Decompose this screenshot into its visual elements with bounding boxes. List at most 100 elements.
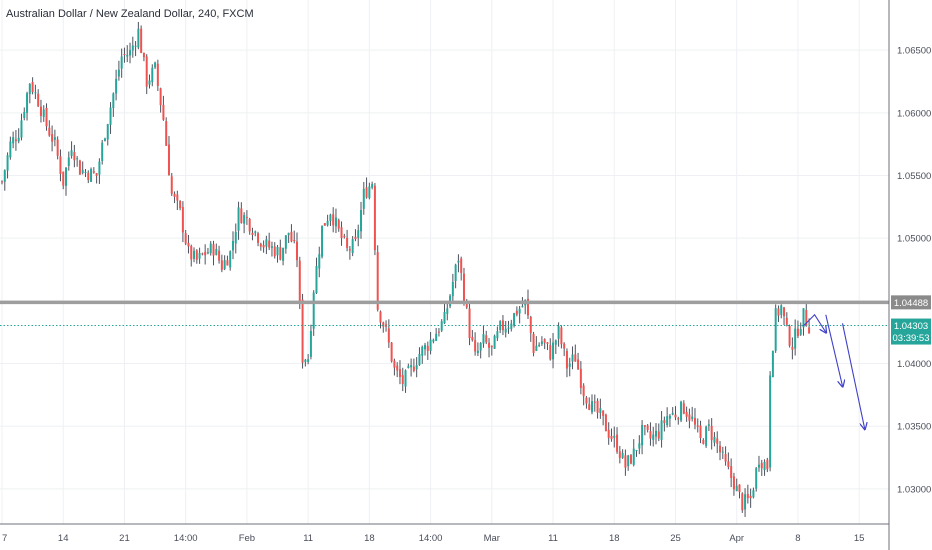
candle-down: [674, 414, 677, 418]
candle-down: [396, 365, 399, 371]
candle-up: [482, 334, 485, 344]
candle-down: [337, 219, 340, 229]
candle-down: [460, 258, 463, 273]
candle-up: [84, 171, 87, 173]
candle-down: [616, 434, 619, 452]
candle-down: [301, 299, 304, 363]
candle-up: [276, 246, 279, 256]
candle-down: [730, 466, 733, 478]
candle-down: [248, 219, 251, 232]
candle-down: [48, 127, 51, 136]
candle-up: [638, 443, 641, 449]
candle-up: [435, 333, 438, 341]
candle-down: [693, 417, 696, 425]
candle-up: [28, 83, 31, 95]
candle-down: [490, 345, 493, 348]
candle-down: [390, 342, 393, 362]
candle-up: [90, 169, 93, 182]
candle-down: [295, 241, 299, 261]
candle-up: [744, 494, 747, 510]
candle-down: [218, 250, 221, 261]
candle-up: [287, 232, 290, 236]
candle-down: [468, 308, 471, 339]
candle-up: [660, 420, 663, 440]
candle-up: [101, 142, 104, 161]
candle-down: [588, 404, 591, 410]
candle-up: [351, 239, 354, 253]
candle-up: [627, 455, 630, 467]
candle-down: [343, 236, 346, 238]
candle-up: [12, 137, 15, 144]
candle-down: [560, 327, 563, 345]
candle-up: [454, 264, 457, 281]
candle-down: [577, 359, 580, 370]
candle-down: [240, 208, 243, 224]
candle-up: [735, 485, 738, 492]
candle-up: [81, 169, 84, 173]
candle-up: [769, 375, 772, 468]
line-layer: [0, 300, 889, 327]
candle-down: [245, 216, 248, 218]
candle-down: [471, 336, 474, 341]
candle-down: [332, 214, 335, 226]
candle-up: [362, 188, 365, 209]
y-tick-label: 1.05500: [897, 171, 931, 182]
candle-layer: [0, 21, 811, 517]
candle-up: [117, 69, 120, 77]
candle-down: [808, 327, 811, 334]
candle-down: [273, 246, 276, 257]
candle-up: [513, 313, 516, 326]
candle-up: [120, 56, 123, 69]
candle-down: [59, 156, 62, 174]
candle-up: [540, 341, 543, 345]
candle-up: [282, 247, 285, 261]
candle-down: [593, 401, 596, 403]
candle-up: [20, 120, 23, 138]
candle-up: [691, 416, 694, 419]
candle-down: [220, 260, 223, 270]
candle-up: [507, 327, 510, 329]
candle-up: [504, 328, 507, 333]
candle-down: [610, 435, 613, 440]
candle-down: [14, 139, 17, 142]
candle-down: [426, 345, 429, 351]
candle-down: [201, 253, 204, 255]
candle-down: [677, 418, 680, 420]
candle-up: [234, 231, 237, 244]
candle-down: [187, 242, 190, 247]
candle-down: [699, 425, 702, 439]
candle-down: [716, 438, 719, 444]
candle-down: [629, 455, 632, 464]
candle-up: [206, 252, 209, 254]
candle-down: [696, 425, 699, 427]
x-tick-label: 11: [303, 533, 313, 544]
candle-up: [432, 339, 435, 342]
candle-up: [270, 246, 273, 248]
candle-down: [607, 429, 610, 438]
candle-up: [763, 461, 766, 471]
countdown-label: 03:39:53: [893, 333, 930, 344]
candle-up: [496, 331, 499, 339]
candle-down: [401, 375, 404, 385]
candle-up: [76, 158, 79, 160]
x-tick-label: 14:00: [419, 533, 443, 544]
candle-down: [179, 200, 182, 209]
candle-down: [649, 431, 652, 439]
x-tick-label: Feb: [239, 533, 255, 544]
candle-up: [518, 308, 521, 314]
candle-down: [382, 322, 385, 327]
candle-down: [805, 309, 808, 327]
candle-up: [510, 323, 513, 329]
candle-down: [688, 414, 691, 421]
candle-down: [165, 121, 168, 146]
candle-down: [78, 160, 81, 175]
candle-up: [421, 346, 424, 356]
candle-up: [771, 350, 774, 377]
candle-up: [590, 401, 594, 413]
candle-down: [596, 400, 599, 413]
candle-down: [167, 144, 170, 176]
candle-up: [103, 138, 106, 141]
candle-down: [791, 346, 794, 350]
candle-down: [777, 308, 780, 316]
candle-down: [574, 354, 577, 362]
